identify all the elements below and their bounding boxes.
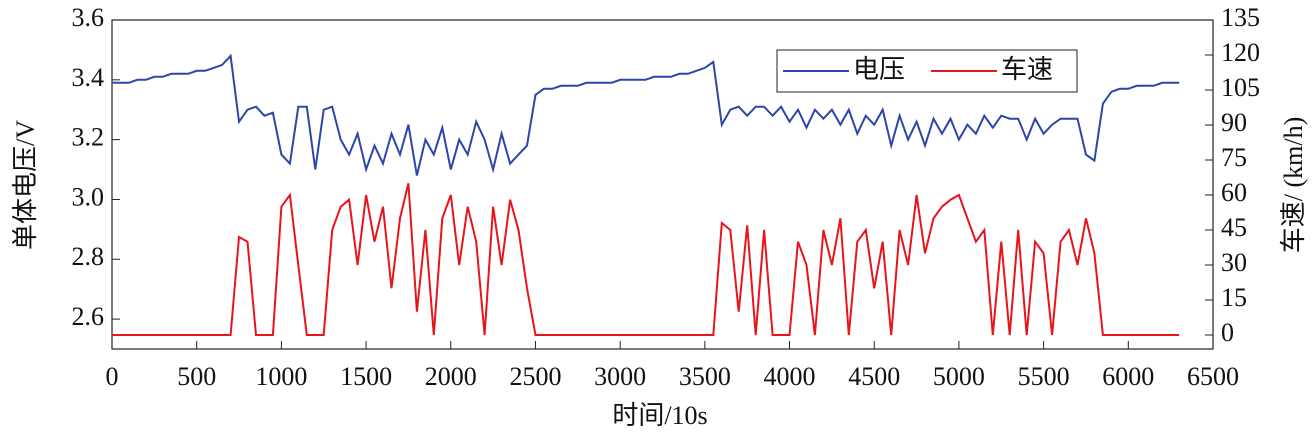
y2-tick-label: 90 [1221, 108, 1247, 137]
legend-label: 电压 [853, 55, 905, 84]
x-tick-label: 500 [177, 362, 216, 391]
y2-tick-label: 60 [1221, 178, 1247, 207]
series-line [112, 183, 1180, 336]
x-tick-label: 6500 [1187, 362, 1239, 391]
y2-tick-label: 135 [1221, 3, 1260, 32]
y-tick-label: 2.6 [72, 302, 105, 331]
x-tick-label: 5500 [1018, 362, 1070, 391]
y-tick-label: 3.0 [72, 182, 105, 211]
y2-axis-label: 车速/ (km/h) [1279, 117, 1308, 254]
x-axis-label: 时间/10s [612, 401, 707, 430]
series-line [112, 53, 1180, 176]
y-tick-label: 3.4 [72, 63, 105, 92]
plot-frame [111, 19, 1214, 350]
x-tick-label: 5000 [933, 362, 985, 391]
x-tick-label: 2500 [509, 362, 561, 391]
y-axis-label: 单体电压/V [11, 120, 40, 250]
x-tick-label: 3500 [679, 362, 731, 391]
y-tick-label: 3.2 [72, 123, 105, 152]
y-tick-label: 3.6 [72, 3, 105, 32]
y2-tick-label: 15 [1221, 283, 1247, 312]
y2-tick-label: 0 [1221, 318, 1234, 347]
x-tick-label: 1500 [340, 362, 392, 391]
y2-tick-label: 30 [1221, 248, 1247, 277]
y2-tick-label: 45 [1221, 213, 1247, 242]
y2-tick-label: 75 [1221, 143, 1247, 172]
y-tick-label: 2.8 [72, 242, 105, 271]
x-tick-label: 4500 [848, 362, 900, 391]
y2-tick-label: 105 [1221, 73, 1260, 102]
legend-label: 车速 [1001, 55, 1053, 84]
x-tick-label: 0 [106, 362, 119, 391]
x-tick-label: 1000 [255, 362, 307, 391]
x-tick-label: 6000 [1102, 362, 1154, 391]
x-tick-label: 4000 [764, 362, 816, 391]
x-tick-label: 2000 [425, 362, 477, 391]
x-tick-label: 3000 [594, 362, 646, 391]
y2-tick-label: 120 [1221, 38, 1260, 67]
